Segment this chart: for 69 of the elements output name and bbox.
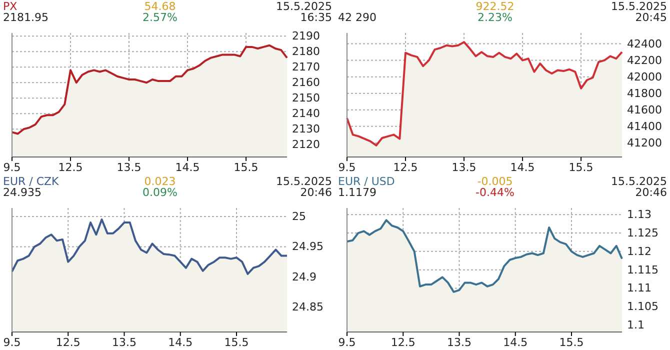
x-tick-label: 9.5 [3,336,21,349]
y-tick-label: 2130 [292,122,320,136]
x-tick-label: 15.5 [568,160,594,174]
text: 24.935 [3,186,42,199]
y-tick-label: 41600 [627,103,662,116]
y-tick-label: 1.125 [627,226,658,240]
x-tick-label: 12.5 [56,336,80,349]
text: 15.5.2025 [611,175,667,188]
text: 2181.95 [3,11,48,24]
chart-title: EUR / USD [338,175,395,188]
y-tick-label: 41200 [627,136,662,150]
x-tick-label: 15.5 [234,160,258,174]
x-tick-label: 15.5 [559,336,584,349]
x-tick-label: 14.5 [168,336,193,349]
text: 15.5.2025 [276,175,332,188]
x-tick-label: 13.5 [112,336,136,349]
y-tick-label: 42400 [627,37,662,50]
y-tick-label: 2170 [292,60,320,74]
y-tick-label: 1.1 [627,318,644,332]
y-tick-label: 2140 [292,107,320,120]
y-tick-label: 24.9 [292,270,316,284]
text: 20:46 [300,186,332,199]
text: 42 290 [338,11,376,24]
y-tick-label: 41400 [627,120,662,133]
y-tick-label: 24.95 [292,240,324,254]
text: 922.52 [476,0,514,13]
x-tick-label: 9.5 [338,336,356,349]
y-tick-label: 2150 [292,92,320,105]
text: 15.5.2025 [611,0,667,13]
y-tick-label: 2180 [292,45,320,58]
x-tick-label: 14.5 [175,160,200,174]
text: -0.44% [476,186,514,199]
x-tick-label: 12.5 [58,160,83,174]
chart-title: EUR / CZK [3,175,60,188]
y-tick-label: 1.13 [627,208,652,222]
text: 15.5.2025 [276,0,332,13]
text: -0.005 [477,175,513,188]
y-tick-label: 2120 [292,138,320,152]
y-tick-label: 42200 [627,54,662,67]
text: 20:45 [635,11,667,24]
y-tick-label: 1.12 [627,244,652,258]
x-tick-label: 13.5 [452,160,476,174]
x-tick-label: 14.5 [503,336,528,349]
x-tick-label: 9.5 [338,160,356,174]
y-tick-label: 41800 [627,86,662,100]
text: 0.023 [144,175,176,188]
y-tick-label: 2190 [292,30,320,43]
x-tick-label: 12.5 [393,160,418,174]
y-tick-label: 42000 [627,70,662,84]
text: 20:46 [635,186,667,199]
x-tick-label: 12.5 [390,336,416,349]
y-tick-label: 1.105 [627,300,658,314]
y-tick-label: 25 [292,210,306,223]
chart-title: PX [3,0,18,13]
y-tick-label: 1.115 [627,263,658,276]
text: 2.23% [478,11,512,24]
x-tick-label: 13.5 [116,160,142,174]
text: 1.1179 [338,186,376,199]
y-tick-label: 24.85 [292,300,324,314]
x-tick-label: 13.5 [446,336,472,349]
text: 0.09% [142,186,178,199]
text: 2.57% [142,11,178,24]
y-tick-label: 2160 [292,76,320,90]
text: 54.68 [144,0,176,13]
x-tick-label: 9.5 [3,160,21,174]
x-tick-label: 15.5 [224,336,249,349]
x-tick-label: 14.5 [510,160,535,174]
y-tick-label: 1.11 [627,282,652,295]
text: 16:35 [300,11,332,24]
